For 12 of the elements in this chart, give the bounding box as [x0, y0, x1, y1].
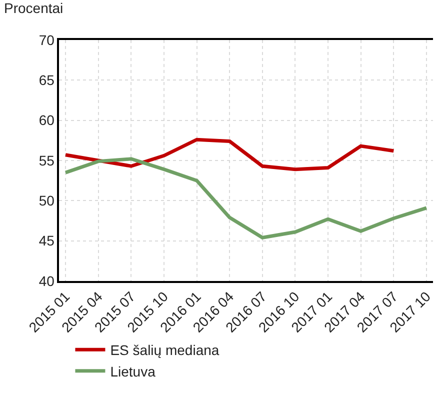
y-tick-label: 45 [38, 232, 55, 249]
y-tick-label: 55 [38, 152, 55, 168]
y-tick-label: 70 [38, 32, 55, 48]
y-axis-title: Procentai [4, 0, 64, 16]
legend-label: ES šalių mediana [110, 342, 220, 358]
y-tick-label: 40 [38, 272, 55, 289]
legend-label: Lietuva [110, 363, 156, 380]
line-series [64, 138, 396, 172]
y-tick-label: 60 [38, 112, 55, 128]
y-tick-label: 50 [38, 192, 55, 209]
line-series [64, 157, 428, 240]
y-tick-label: 65 [38, 72, 55, 88]
